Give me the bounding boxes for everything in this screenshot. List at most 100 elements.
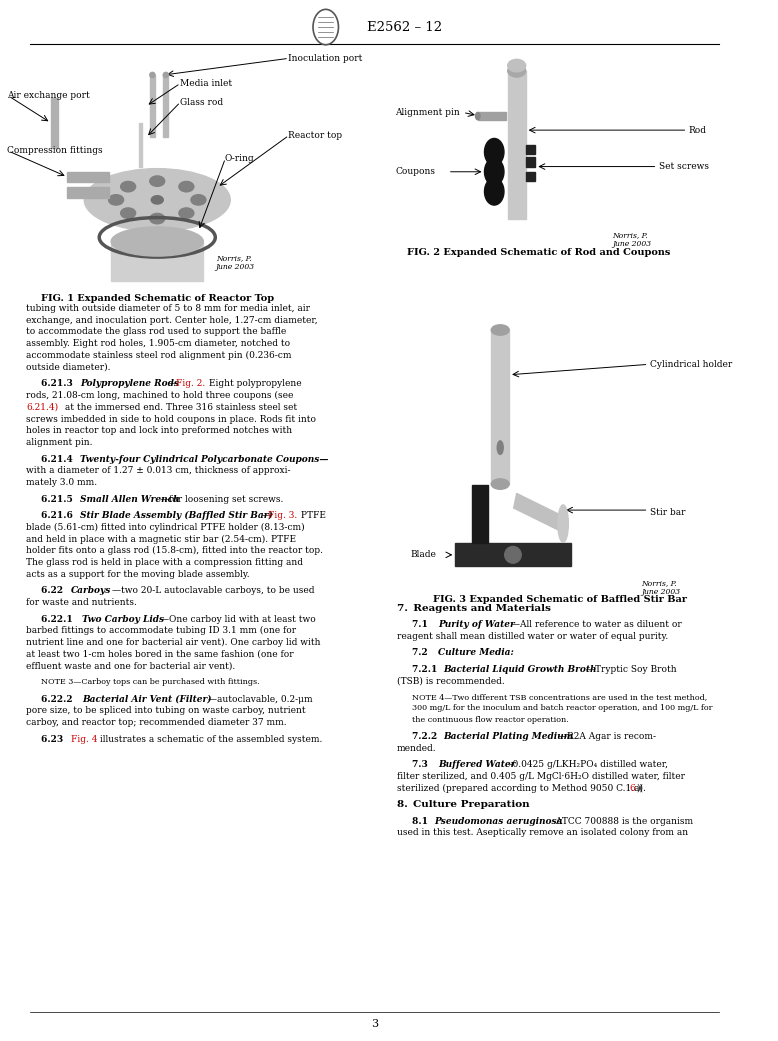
Bar [508, 71, 526, 219]
Text: The glass rod is held in place with a compression fitting and: The glass rod is held in place with a co… [26, 558, 303, 567]
Ellipse shape [491, 479, 510, 489]
Text: 7.2.2: 7.2.2 [412, 732, 442, 741]
Text: Eight polypropylene: Eight polypropylene [206, 379, 302, 388]
Text: 6.21.4): 6.21.4) [26, 403, 58, 412]
Text: filter sterilized, and 0.405 g/L MgCl·6H₂O distilled water, filter: filter sterilized, and 0.405 g/L MgCl·6H… [397, 772, 685, 781]
Text: Small Allen Wrench: Small Allen Wrench [80, 494, 180, 504]
Text: 3: 3 [371, 1019, 378, 1030]
Text: 7. Reagents and Materials: 7. Reagents and Materials [397, 604, 551, 613]
Ellipse shape [150, 176, 165, 186]
Text: Norris, P.
June 2003: Norris, P. June 2003 [216, 254, 254, 272]
Bar [138, 123, 142, 167]
Text: Buffered Water: Buffered Water [438, 760, 516, 769]
Text: O-ring: O-ring [225, 154, 254, 162]
Text: Blade: Blade [410, 551, 436, 559]
Text: 7.3: 7.3 [412, 760, 433, 769]
Text: illustrates a schematic of the assembled system.: illustrates a schematic of the assembled… [97, 735, 323, 743]
Text: —autoclavable, 0.2-μm: —autoclavable, 0.2-μm [209, 694, 313, 704]
Text: rods, 21.08-cm long, machined to hold three coupons (see: rods, 21.08-cm long, machined to hold th… [26, 391, 293, 400]
Text: 6.21.6: 6.21.6 [41, 511, 78, 520]
Text: to accommodate the glass rod used to support the baffle: to accommodate the glass rod used to sup… [26, 328, 286, 336]
Ellipse shape [163, 73, 169, 78]
Ellipse shape [150, 73, 155, 78]
Text: Air exchange port: Air exchange port [8, 92, 90, 100]
Text: carboy, and reactor top; recommended diameter 37 mm.: carboy, and reactor top; recommended dia… [26, 718, 287, 727]
Ellipse shape [508, 59, 526, 72]
Text: Two Carboy Lids: Two Carboy Lids [82, 614, 164, 624]
Text: exchange, and inoculation port. Center hole, 1.27-cm diameter,: exchange, and inoculation port. Center h… [26, 315, 318, 325]
Text: 7.2: 7.2 [412, 649, 432, 658]
Text: Norris, P.
June 2003: Norris, P. June 2003 [641, 579, 680, 596]
Text: (TSB) is recommended.: (TSB) is recommended. [397, 677, 505, 686]
Text: Twenty-four Cylindrical Polycarbonate Coupons—: Twenty-four Cylindrical Polycarbonate Co… [80, 455, 328, 463]
Text: 7.1: 7.1 [412, 620, 433, 629]
Ellipse shape [558, 505, 569, 542]
Text: nutrient line and one for bacterial air vent). One carboy lid with: nutrient line and one for bacterial air … [26, 638, 321, 648]
Ellipse shape [151, 196, 163, 204]
Bar [526, 145, 534, 154]
Ellipse shape [121, 181, 135, 192]
Text: FIG. 1 Expanded Schematic of Reactor Top: FIG. 1 Expanded Schematic of Reactor Top [40, 294, 274, 303]
Text: 6.22.2: 6.22.2 [41, 694, 77, 704]
Text: Polypropylene Rods: Polypropylene Rods [80, 379, 179, 388]
Bar [150, 75, 155, 137]
Bar [455, 543, 571, 566]
Polygon shape [513, 493, 563, 531]
Text: Culture Media:: Culture Media: [438, 649, 514, 658]
Text: NOTE 3—Carboy tops can be purchased with fittings.: NOTE 3—Carboy tops can be purchased with… [41, 678, 260, 686]
Text: at the immersed end. Three 316 stainless steel set: at the immersed end. Three 316 stainless… [62, 403, 297, 412]
Text: Purity of Water: Purity of Water [438, 620, 515, 629]
Text: Glass rod: Glass rod [180, 98, 223, 106]
Circle shape [485, 138, 504, 166]
Text: Compression fittings: Compression fittings [8, 147, 103, 155]
Text: mately 3.0 mm.: mately 3.0 mm. [26, 478, 97, 487]
Text: E2562 – 12: E2562 – 12 [367, 21, 442, 33]
Circle shape [485, 178, 504, 205]
Text: 8. Culture Preparation: 8. Culture Preparation [397, 801, 530, 809]
Text: holes in reactor top and lock into preformed notches with: holes in reactor top and lock into prefo… [26, 427, 293, 435]
Text: pore size, to be spliced into tubing on waste carboy, nutrient: pore size, to be spliced into tubing on … [26, 706, 306, 715]
Ellipse shape [111, 227, 203, 256]
Text: NOTE 4—Two different TSB concentrations are used in the test method,: NOTE 4—Two different TSB concentrations … [412, 693, 707, 702]
Text: at least two 1-cm holes bored in the same fashion (one for: at least two 1-cm holes bored in the sam… [26, 650, 294, 659]
Ellipse shape [508, 65, 526, 77]
Text: 6.22.1: 6.22.1 [41, 614, 78, 624]
Text: the continuous flow reactor operation.: the continuous flow reactor operation. [412, 715, 569, 723]
Ellipse shape [150, 213, 165, 224]
Bar [526, 172, 534, 181]
Bar [68, 187, 109, 198]
Bar [163, 75, 169, 137]
Text: with a diameter of 1.27 ± 0.013 cm, thickness of approxi-: with a diameter of 1.27 ± 0.013 cm, thic… [26, 466, 291, 476]
Text: tubing with outside diameter of 5 to 8 mm for media inlet, air: tubing with outside diameter of 5 to 8 m… [26, 304, 310, 313]
Text: effluent waste and one for bacterial air vent).: effluent waste and one for bacterial air… [26, 662, 236, 670]
Ellipse shape [505, 547, 521, 563]
Text: and held in place with a magnetic stir bar (2.54-cm). PTFE: and held in place with a magnetic stir b… [26, 534, 296, 543]
Text: —: — [169, 379, 177, 388]
Text: 7.2.1: 7.2.1 [412, 665, 442, 674]
Text: outside diameter).: outside diameter). [26, 362, 110, 372]
Text: Rod: Rod [689, 126, 707, 134]
Text: Stir Blade Assembly (Baffled Stir Bar): Stir Blade Assembly (Baffled Stir Bar) [80, 511, 273, 520]
Text: –0.0425 g/LKH₂PO₄ distilled water,: –0.0425 g/LKH₂PO₄ distilled water, [508, 760, 668, 769]
Ellipse shape [84, 169, 230, 231]
Text: 6: 6 [629, 784, 635, 793]
Text: assembly. Eight rod holes, 1.905-cm diameter, notched to: assembly. Eight rod holes, 1.905-cm diam… [26, 339, 290, 349]
Ellipse shape [121, 208, 135, 219]
Text: acts as a support for the moving blade assembly.: acts as a support for the moving blade a… [26, 569, 250, 579]
Text: Stir bar: Stir bar [650, 508, 685, 516]
Text: FIG. 2 Expanded Schematic of Rod and Coupons: FIG. 2 Expanded Schematic of Rod and Cou… [408, 248, 671, 257]
Text: 8.1: 8.1 [412, 817, 433, 826]
Bar [68, 172, 109, 182]
Text: Reactor top: Reactor top [289, 131, 342, 139]
Text: Set screws: Set screws [659, 162, 709, 171]
Ellipse shape [497, 441, 503, 454]
Text: 6.23: 6.23 [41, 735, 68, 743]
Text: used in this test. Aseptically remove an isolated colony from an: used in this test. Aseptically remove an… [397, 829, 688, 837]
Text: —for loosening set screws.: —for loosening set screws. [159, 494, 283, 504]
Text: —One carboy lid with at least two: —One carboy lid with at least two [159, 614, 315, 624]
Text: blade (5.61-cm) fitted into cylindrical PTFE holder (8.13-cm): blade (5.61-cm) fitted into cylindrical … [26, 523, 305, 532]
Text: Norris, P.
June 2003: Norris, P. June 2003 [612, 231, 652, 249]
Text: PTFE: PTFE [298, 511, 326, 520]
Text: —: — [262, 511, 271, 520]
Ellipse shape [109, 195, 124, 205]
